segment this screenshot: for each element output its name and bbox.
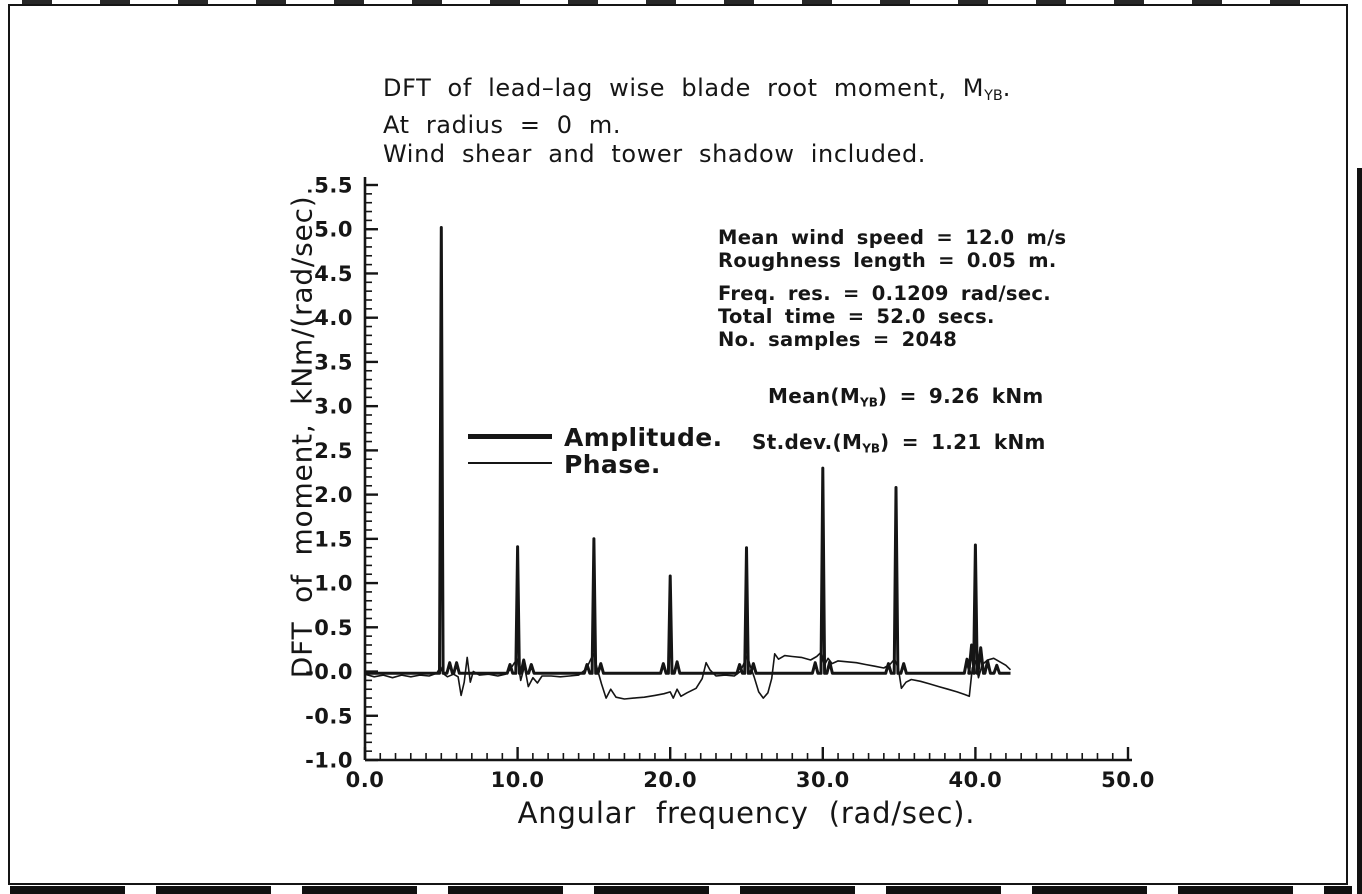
legend-phase-line-sample — [468, 462, 552, 464]
y-tick-label: 4.0 — [314, 306, 353, 330]
figure-border-frame — [8, 4, 1348, 885]
stat-mean-myb: Mean(MYB) = 9.26 kNm — [768, 384, 1044, 409]
y-tick-label: 3.5 — [314, 350, 353, 374]
x-tick-label: 10.0 — [491, 768, 545, 792]
legend-phase-label: Phase. — [564, 450, 661, 479]
x-tick-label: 40.0 — [948, 768, 1002, 792]
x-tick-label: 0.0 — [346, 768, 385, 792]
stat-stdev-subscript: YB — [862, 441, 881, 456]
y-tick-label: 3.0 — [314, 395, 353, 419]
x-tick-label: 20.0 — [643, 768, 697, 792]
chart-title-block: DFT of lead–lag wise blade root moment, … — [383, 74, 1011, 169]
y-tick-label: -0.0 — [305, 660, 353, 684]
y-tick-label: 2.5 — [314, 439, 353, 463]
legend-amplitude-line-sample — [468, 434, 552, 439]
chart-title-line3: Wind shear and tower shadow included. — [383, 140, 927, 169]
y-tick-label: 4.5 — [314, 262, 353, 286]
y-axis-title: DFT of moment, kNm/(rad/sec). — [285, 185, 319, 679]
stat-stdev-myb: St.dev.(MYB) = 1.21 kNm — [752, 430, 1046, 455]
amplitude-series-line — [365, 226, 1011, 675]
info-total-time: Total time = 52.0 secs. — [718, 305, 995, 328]
title-text: DFT of lead–lag wise blade root moment, … — [383, 74, 985, 102]
stat-mean-subscript: YB — [860, 395, 878, 410]
stat-stdev-value: ) = 1.21 kNm — [880, 430, 1046, 454]
info-num-samples: No. samples = 2048 — [718, 328, 958, 351]
chart-title-line1: DFT of lead–lag wise blade root moment, … — [383, 74, 1011, 111]
phase-series-line — [364, 651, 1012, 700]
info-roughness-length: Roughness length = 0.05 m. — [718, 249, 1057, 272]
title-subscript: YB — [984, 88, 1003, 105]
y-tick-label: 0.5 — [314, 616, 353, 640]
stat-stdev-text: St.dev.(M — [752, 430, 863, 454]
stat-mean-text: Mean(M — [768, 384, 861, 408]
info-spacer — [718, 272, 1066, 282]
y-tick-label: -0.5 — [305, 704, 353, 728]
title-period: . — [1002, 74, 1012, 102]
x-tick-label: 30.0 — [796, 768, 850, 792]
y-tick-label: 5.5 — [314, 174, 353, 198]
y-tick-label: 1.0 — [314, 572, 353, 596]
y-tick-label: -1.0 — [305, 749, 353, 773]
y-tick-label: 1.5 — [314, 527, 353, 551]
x-tick-label: 50.0 — [1101, 768, 1155, 792]
y-tick-label: 2.0 — [314, 483, 353, 507]
chart-title-line2: At radius = 0 m. — [383, 111, 622, 140]
legend-amplitude-label: Amplitude. — [564, 423, 723, 452]
simulation-info-block: Mean wind speed = 12.0 m/s Roughness len… — [718, 226, 1066, 351]
y-tick-label: 5.0 — [314, 218, 353, 242]
info-freq-resolution: Freq. res. = 0.1209 rad/sec. — [718, 282, 1051, 305]
stat-mean-value: ) = 9.26 kNm — [877, 384, 1044, 408]
info-mean-wind-speed: Mean wind speed = 12.0 m/s — [718, 226, 1067, 249]
x-axis-title: Angular frequency (rad/sec). — [517, 796, 976, 830]
